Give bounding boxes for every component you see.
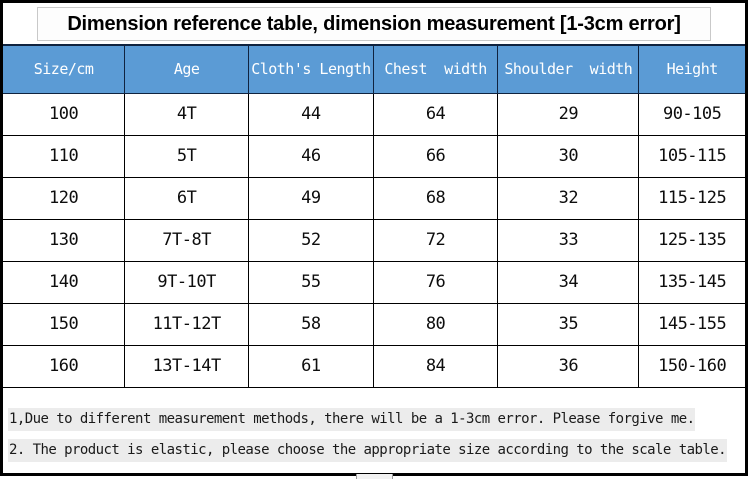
note-elastic-product: 2. The product is elastic, please choose… [8,439,740,463]
note-measurement-error: 1,Due to different measurement methods, … [8,408,740,432]
column-header-cloth-s-length: Cloth's Length [248,44,374,94]
notes-section: 1,Due to different measurement methods, … [3,388,745,474]
table-cell: 13T-14T [124,344,250,388]
table-cell: 34 [497,260,640,304]
column-header-shoulder-width: Shoulder width [497,44,640,94]
table-cell: 76 [372,260,499,304]
table-cell: 130 [3,218,126,262]
next-table-sliver [356,474,393,479]
title-box: Dimension reference table, dimension mea… [37,7,711,41]
page-title: Dimension reference table, dimension mea… [67,12,681,35]
table-row: 140 9T-10T 55 76 34 135-145 [3,260,745,304]
table-cell: 64 [372,92,499,136]
table-cell: 6T [124,176,250,220]
column-header-size-cm: Size/cm [3,44,126,94]
size-reference-table: Size/cm Age Cloth's Length Chest width Shoul… [3,44,745,388]
table-cell: 7T-8T [124,218,250,262]
table-cell: 150-160 [638,344,745,388]
table-row: 120 6T 49 68 32 115-125 [3,176,745,220]
table-body: 100 4T 44 64 29 90-105 110 5T 46 66 30 105-115 120 6T… [3,92,745,388]
table-cell: 35 [497,302,640,346]
table-cell: 72 [372,218,499,262]
table-cell: 58 [248,302,374,346]
table-cell: 115-125 [638,176,745,220]
table-cell: 29 [497,92,640,136]
table-cell: 9T-10T [124,260,250,304]
table-cell: 46 [248,134,374,178]
column-header-age: Age [124,44,250,94]
table-cell: 135-145 [638,260,745,304]
table-cell: 55 [248,260,374,304]
table-cell: 49 [248,176,374,220]
table-header-row: Size/cm Age Cloth's Length Chest width Shoul… [3,44,745,94]
table-cell: 66 [372,134,499,178]
table-cell: 32 [497,176,640,220]
table-cell: 125-135 [638,218,745,262]
note-text: 1,Due to different measurement methods, … [8,408,696,432]
table-cell: 30 [497,134,640,178]
table-cell: 160 [3,344,126,388]
table-cell: 90-105 [638,92,745,136]
table-row: 150 11T-12T 58 80 35 145-155 [3,302,745,346]
table-cell: 61 [248,344,374,388]
table-cell: 5T [124,134,250,178]
table-cell: 80 [372,302,499,346]
table-cell: 33 [497,218,640,262]
table-cell: 145-155 [638,302,745,346]
column-header-chest-width: Chest width [372,44,499,94]
table-row: 160 13T-14T 61 84 36 150-160 [3,344,745,388]
table-cell: 120 [3,176,126,220]
table-cell: 110 [3,134,126,178]
table-cell: 84 [372,344,499,388]
table-cell: 44 [248,92,374,136]
table-row: 130 7T-8T 52 72 33 125-135 [3,218,745,262]
table-cell: 36 [497,344,640,388]
note-text: 2. The product is elastic, please choose… [8,439,727,463]
table-cell: 105-115 [638,134,745,178]
table-row: 110 5T 46 66 30 105-115 [3,134,745,178]
table-cell: 52 [248,218,374,262]
table-row: 100 4T 44 64 29 90-105 [3,92,745,136]
table-cell: 100 [3,92,126,136]
table-cell: 11T-12T [124,302,250,346]
table-cell: 4T [124,92,250,136]
table-cell: 150 [3,302,126,346]
table-cell: 68 [372,176,499,220]
column-header-height: Height [638,44,745,94]
table-cell: 140 [3,260,126,304]
